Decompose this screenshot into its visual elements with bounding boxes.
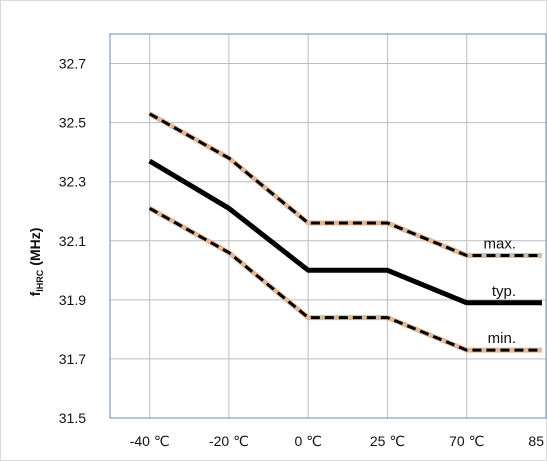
x-tick-label: -20 ℃ (209, 433, 249, 449)
y-axis-title: fIHRC (MHz) (27, 228, 45, 297)
series-line-min (148, 206, 542, 352)
series-labels: max. typ. min. (483, 236, 516, 348)
y-tick-label: 32.7 (59, 56, 86, 72)
y-tick-label: 31.5 (59, 410, 86, 426)
series-label-min: min. (488, 330, 516, 347)
x-tick-label: 0 ℃ (294, 433, 321, 449)
x-tick-labels: -40 ℃ -20 ℃ 0 ℃ 25 ℃ 70 ℃ 85 ℃ (130, 433, 547, 449)
y-tick-labels: 31.5 31.7 31.9 32.1 32.3 32.5 32.7 (59, 56, 86, 426)
series-line-typ (148, 158, 542, 306)
series-label-typ: typ. (492, 283, 516, 300)
plot-frame (109, 33, 547, 419)
y-tick-label: 31.7 (59, 351, 86, 367)
x-tick-label: -40 ℃ (130, 433, 170, 449)
y-tick-label: 32.1 (59, 233, 86, 249)
y-tick-label: 31.9 (59, 292, 86, 308)
series-line-max (148, 112, 542, 257)
series-layer (148, 111, 542, 353)
y-axis-title-sub: IHRC (35, 269, 45, 291)
y-axis-title-unit: (MHz) (27, 228, 43, 266)
x-tick-label: 85 ℃ (528, 433, 547, 449)
y-tick-label: 32.3 (59, 174, 86, 190)
series-label-max: max. (483, 236, 516, 253)
y-axis-title-main: f (27, 291, 43, 296)
y-tick-label: 32.5 (59, 115, 86, 131)
x-tick-label: 70 ℃ (449, 433, 484, 449)
x-tick-label: 25 ℃ (370, 433, 405, 449)
